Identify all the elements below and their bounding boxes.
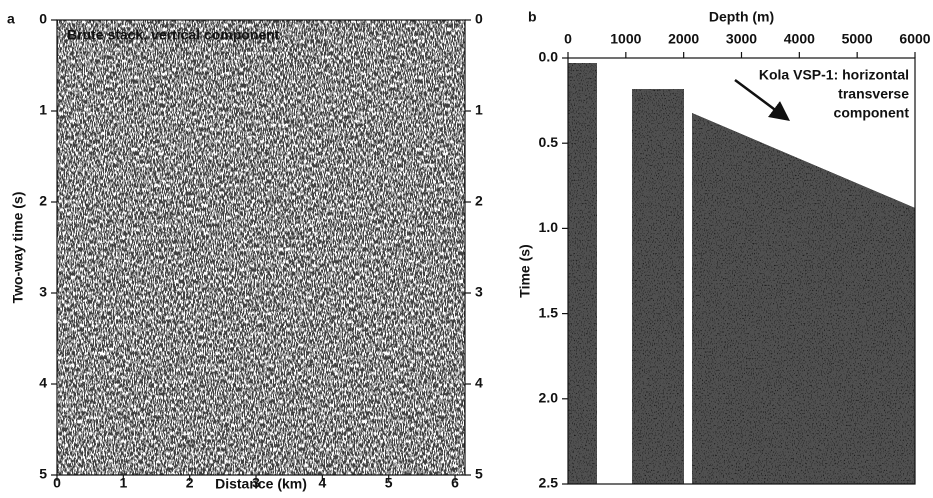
x-axis-label: Depth (m) — [709, 9, 774, 25]
y-tick-label-right: 2 — [475, 193, 483, 209]
annotation: transverse — [838, 86, 909, 102]
x-tick-label: 2000 — [668, 31, 699, 47]
x-tick-label: 6 — [451, 475, 459, 491]
y-tick-label: 1.5 — [539, 304, 559, 320]
panel-label: a — [7, 11, 15, 27]
panel-title: Brute stack, vertical component — [67, 27, 280, 43]
y-tick-label: 1 — [39, 102, 47, 118]
x-tick-label: 1 — [119, 475, 127, 491]
x-tick-label: 1000 — [610, 31, 641, 47]
y-tick-label: 2.0 — [539, 390, 559, 406]
x-tick-label: 0 — [53, 475, 61, 491]
y-tick-label: 1.0 — [539, 219, 559, 235]
x-tick-label: 0 — [564, 31, 572, 47]
y-axis-label: Time (s) — [517, 244, 533, 297]
y-tick-label: 0 — [39, 11, 47, 27]
x-axis-label: Distance (km) — [215, 476, 307, 492]
y-tick-label: 2.5 — [539, 475, 559, 491]
x-tick-label: 4000 — [784, 31, 815, 47]
y-tick-label: 2 — [39, 193, 47, 209]
y-tick-label: 0.5 — [539, 134, 559, 150]
y-tick-label: 5 — [39, 466, 47, 482]
y-tick-label: 4 — [39, 375, 47, 391]
y-tick-label: 3 — [39, 284, 47, 300]
annotation: component — [834, 105, 910, 121]
x-tick-label: 2 — [186, 475, 194, 491]
y-tick-label-right: 1 — [475, 102, 483, 118]
y-axis-label: Two-way time (s) — [10, 192, 26, 304]
y-tick-label-right: 5 — [475, 466, 483, 482]
arrow — [734, 78, 791, 121]
y-tick-label-right: 0 — [475, 11, 483, 27]
x-tick-label: 6000 — [899, 31, 930, 47]
x-tick-label: 4 — [318, 475, 326, 491]
x-tick-label: 3 — [252, 475, 260, 491]
y-tick-label-right: 4 — [475, 375, 483, 391]
x-tick-label: 5000 — [842, 31, 873, 47]
panel-label: b — [528, 9, 537, 25]
x-tick-label: 5 — [385, 475, 393, 491]
vsp-image — [568, 63, 915, 484]
annotation: Kola VSP-1: horizontal — [759, 67, 909, 83]
y-tick-label: 0.0 — [539, 49, 559, 65]
x-tick-label: 3000 — [726, 31, 757, 47]
seismic-image — [57, 20, 465, 475]
plot-frame — [56, 19, 466, 476]
y-tick-label-right: 3 — [475, 284, 483, 300]
